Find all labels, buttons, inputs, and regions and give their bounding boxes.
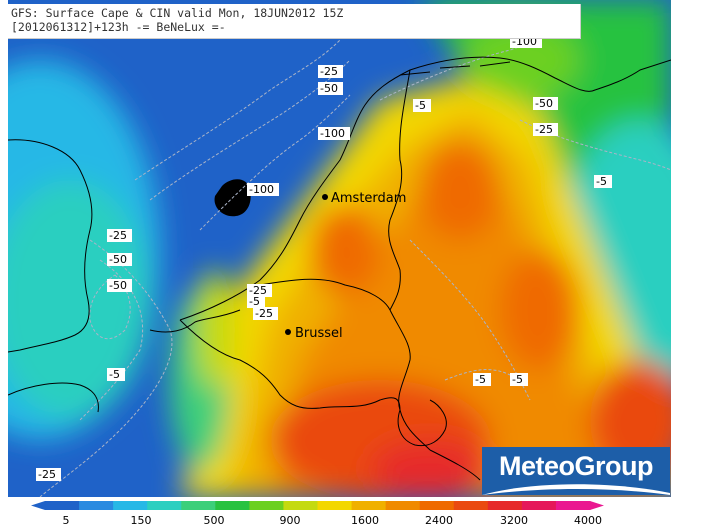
colorbar-tick-label: 500 xyxy=(203,514,225,527)
contour-label-box xyxy=(107,229,132,242)
header-title: GFS: Surface Cape & CIN valid Mon, 18JUN… xyxy=(11,6,344,20)
contour-label: -100 xyxy=(249,183,274,196)
contour-label-box xyxy=(247,295,265,308)
colorbar-tick-label: 5 xyxy=(62,514,70,527)
contour-label: -5 xyxy=(512,373,523,386)
contour-label: -25 xyxy=(109,229,127,242)
colorbar-segment xyxy=(113,501,148,510)
colorbar-segment xyxy=(249,501,284,510)
city-label-brussel: Brussel xyxy=(295,326,343,341)
contour-label-box xyxy=(36,468,61,481)
contour-label: -50 xyxy=(109,279,127,292)
contour-label: -5 xyxy=(415,99,426,112)
contour-label: -5 xyxy=(109,368,120,381)
contour-label-box xyxy=(318,65,343,78)
colorbar-segment xyxy=(419,501,455,510)
contour-label: -25 xyxy=(38,468,56,481)
contour-label: -5 xyxy=(475,373,486,386)
colorbar-tick-label: 3200 xyxy=(500,514,528,527)
colorbar-segment xyxy=(79,501,114,510)
colorbar-segment xyxy=(317,501,353,510)
coastlines-borders xyxy=(8,56,671,481)
contour-label-box xyxy=(318,82,343,95)
contour-label-box xyxy=(533,123,558,136)
contour-label-box xyxy=(107,279,132,292)
contour-label-box xyxy=(533,97,558,110)
contour-label: -25 xyxy=(320,65,338,78)
colorbar-segment xyxy=(555,501,591,510)
contour-label-box xyxy=(318,127,350,140)
colorbar-segment xyxy=(181,501,216,510)
logo-text: MeteoGroup xyxy=(499,451,654,481)
cin-contour-labels: -100-25-50-5 -50-25-100-100-5-25-50-50 -25… xyxy=(36,35,612,481)
colorbar-segment xyxy=(521,501,557,510)
contour-label: -50 xyxy=(320,82,338,95)
contour-label-box xyxy=(107,253,132,266)
cape-field xyxy=(8,0,671,497)
colorbar-arrow-high xyxy=(590,501,604,510)
contour-label: -5 xyxy=(596,175,607,188)
colorbar-arrow-low xyxy=(31,501,45,510)
contour-label: -25 xyxy=(255,307,273,320)
contour-label: -25 xyxy=(249,284,267,297)
header-run-info: [2012061312]+123h -= BeNeLux =- xyxy=(11,20,226,34)
contour-label-box xyxy=(594,175,612,188)
colorbar-tick-label: 150 xyxy=(130,514,152,527)
colorbar-segment xyxy=(453,501,489,510)
colorbar-tick-label: 2400 xyxy=(425,514,453,527)
contour-label-box xyxy=(510,373,528,386)
contour-label-box xyxy=(473,373,491,386)
colorbar-segment xyxy=(45,501,80,510)
contour-label: -100 xyxy=(320,127,345,140)
map-header: GFS: Surface Cape & CIN valid Mon, 18JUN… xyxy=(8,4,581,39)
contour-label-box xyxy=(413,99,431,112)
colorbar xyxy=(31,501,604,510)
contour-label-box xyxy=(253,307,278,320)
colorbar-segment xyxy=(385,501,421,510)
colorbar-segment xyxy=(487,501,523,510)
colorbar-tick-label: 4000 xyxy=(574,514,602,527)
contour-label-box xyxy=(247,183,279,196)
city-marker-amsterdam xyxy=(322,194,328,200)
contour-label-box xyxy=(247,284,272,297)
contour-label: -50 xyxy=(535,97,553,110)
logo-swoosh xyxy=(482,484,670,495)
contour-label: -50 xyxy=(109,253,127,266)
colorbar-segment xyxy=(147,501,182,510)
city-label-amsterdam: Amsterdam xyxy=(331,191,406,206)
contour-label: -25 xyxy=(535,123,553,136)
colorbar-tick-label: 900 xyxy=(279,514,301,527)
colorbar-segment xyxy=(283,501,318,510)
city-marker-brussel xyxy=(285,329,291,335)
colorbar-segment xyxy=(215,501,250,510)
colorbar-segment xyxy=(351,501,387,510)
contour-label: -5 xyxy=(249,295,260,308)
contour-label-box xyxy=(107,368,125,381)
colorbar-tick-label: 1600 xyxy=(351,514,379,527)
meteogroup-logo: MeteoGroup xyxy=(482,447,670,495)
